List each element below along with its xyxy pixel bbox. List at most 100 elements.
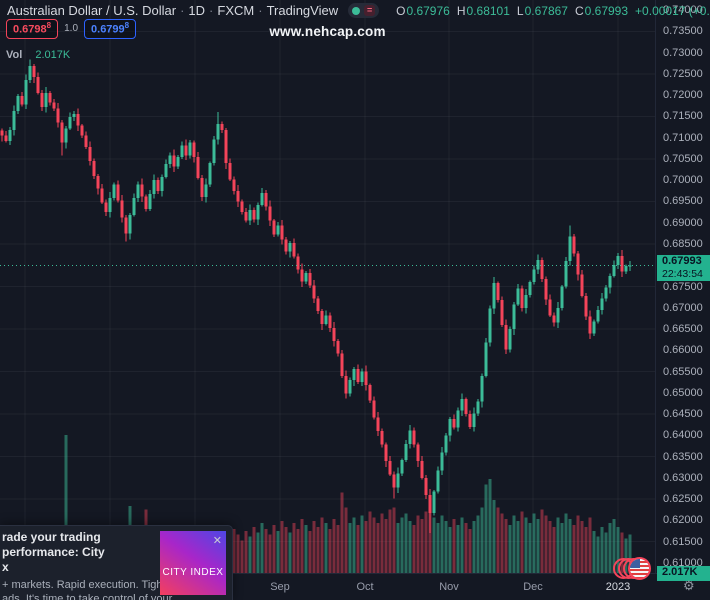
candle-body bbox=[228, 163, 232, 180]
ad-close-icon[interactable]: ✕ bbox=[212, 535, 222, 547]
candle-body bbox=[68, 117, 72, 129]
candle-body bbox=[28, 66, 32, 81]
candle-body bbox=[252, 209, 256, 220]
price-axis[interactable]: 0.67993 22:43:54 2.017K 0.74000 0.73500 0.… bbox=[655, 0, 710, 581]
volume-bar bbox=[572, 525, 576, 573]
candle-body bbox=[268, 206, 272, 221]
high-label: H bbox=[456, 3, 466, 18]
candle-body bbox=[160, 176, 164, 191]
interval-button[interactable]: 1D bbox=[188, 3, 206, 18]
candle-body bbox=[504, 324, 508, 350]
ad-logo[interactable]: CITY INDEX bbox=[160, 531, 226, 595]
volume-bar bbox=[564, 513, 568, 573]
sell-button[interactable]: 0.67988 bbox=[6, 19, 59, 39]
price-axis-label: 0.61500 bbox=[663, 535, 703, 548]
candle-body bbox=[300, 269, 304, 282]
price-axis-label: 0.67500 bbox=[663, 280, 703, 293]
candle-body bbox=[376, 417, 380, 432]
candle-body bbox=[32, 66, 36, 78]
volume-bar bbox=[476, 515, 480, 573]
candle-body bbox=[124, 217, 128, 234]
volume-bar bbox=[608, 523, 612, 573]
time-axis-label: Sep bbox=[270, 581, 290, 593]
candle-body bbox=[500, 300, 504, 325]
settings-gear-icon[interactable]: ⚙ bbox=[683, 578, 695, 593]
candle-body bbox=[48, 92, 52, 103]
volume-bar bbox=[520, 511, 524, 573]
candle-body bbox=[144, 196, 148, 210]
candle-body bbox=[560, 286, 564, 308]
tradingview-brand-link[interactable]: TradingView bbox=[266, 3, 339, 18]
candle-body bbox=[568, 236, 572, 261]
candle-body bbox=[344, 375, 348, 394]
candle-body bbox=[608, 275, 612, 288]
volume-bar bbox=[240, 540, 244, 573]
candle-body bbox=[260, 192, 264, 205]
candle-body bbox=[584, 295, 588, 317]
candle-body bbox=[564, 260, 568, 287]
candle-body bbox=[324, 315, 328, 324]
volume-bar bbox=[492, 500, 496, 573]
candle-body bbox=[612, 265, 616, 276]
candle-body bbox=[4, 135, 8, 142]
volume-bar bbox=[408, 521, 412, 573]
volume-bar bbox=[356, 525, 360, 573]
candle-body bbox=[452, 419, 456, 428]
candle-body bbox=[256, 204, 260, 220]
volume-bar bbox=[260, 523, 264, 573]
candle-body bbox=[320, 311, 324, 324]
volume-bar bbox=[480, 507, 484, 573]
volume-bar bbox=[396, 523, 400, 573]
buy-button[interactable]: 0.67998 bbox=[84, 19, 137, 39]
volume-bar bbox=[580, 521, 584, 573]
volume-bar bbox=[592, 530, 596, 573]
price-axis-label: 0.65000 bbox=[663, 386, 703, 399]
close-label: C bbox=[574, 3, 584, 18]
volume-bar bbox=[416, 515, 420, 573]
candle-body bbox=[552, 315, 556, 323]
candle-body bbox=[192, 142, 196, 157]
ohlc-readout: O 0.67976 H 0.68101 L 0.67867 C 0.67993 +0.0… bbox=[389, 4, 710, 18]
open-value: 0.67976 bbox=[406, 3, 450, 18]
economic-event-us-flag-icon[interactable] bbox=[613, 556, 653, 581]
candle-body bbox=[328, 315, 332, 329]
candle-body bbox=[240, 201, 244, 213]
volume-bar bbox=[268, 534, 272, 573]
candle-body bbox=[428, 494, 432, 513]
candle-body bbox=[308, 272, 312, 286]
volume-axis-badge: 2.017K bbox=[657, 566, 710, 581]
price-axis-label: 0.69500 bbox=[663, 195, 703, 208]
ad-headline[interactable]: rade your trading performance: City x bbox=[2, 530, 105, 574]
volume-bar bbox=[544, 515, 548, 573]
candle-body bbox=[16, 95, 20, 112]
candle-body bbox=[204, 184, 208, 198]
last-price-badge[interactable]: 0.67993 22:43:54 bbox=[657, 254, 710, 281]
candle-body bbox=[120, 200, 124, 218]
volume-bar bbox=[344, 507, 348, 573]
volume-bar bbox=[320, 517, 324, 573]
volume-bar bbox=[488, 478, 492, 573]
candle-body bbox=[520, 288, 524, 308]
volume-bar bbox=[64, 434, 68, 573]
volume-bar bbox=[312, 521, 316, 573]
candle-body bbox=[436, 470, 440, 492]
volume-label: Vol bbox=[6, 49, 23, 61]
volume-bar bbox=[612, 519, 616, 573]
price-chart[interactable] bbox=[0, 0, 655, 573]
candle-body bbox=[384, 444, 388, 461]
volume-bar bbox=[524, 517, 528, 573]
volume-bar bbox=[400, 517, 404, 573]
volume-bar bbox=[392, 507, 396, 573]
series-status-toggle[interactable]: = bbox=[348, 3, 380, 18]
volume-bar bbox=[440, 515, 444, 573]
volume-bar bbox=[504, 519, 508, 573]
candle-body bbox=[216, 124, 220, 140]
symbol-button[interactable]: Australian Dollar / U.S. Dollar bbox=[7, 3, 177, 18]
price-axis-label: 0.72500 bbox=[663, 67, 703, 80]
exchange-label[interactable]: FXCM bbox=[217, 3, 255, 18]
candle-body bbox=[444, 435, 448, 453]
candle-body bbox=[80, 125, 84, 136]
candle-body bbox=[596, 309, 600, 322]
candle-body bbox=[172, 155, 176, 167]
